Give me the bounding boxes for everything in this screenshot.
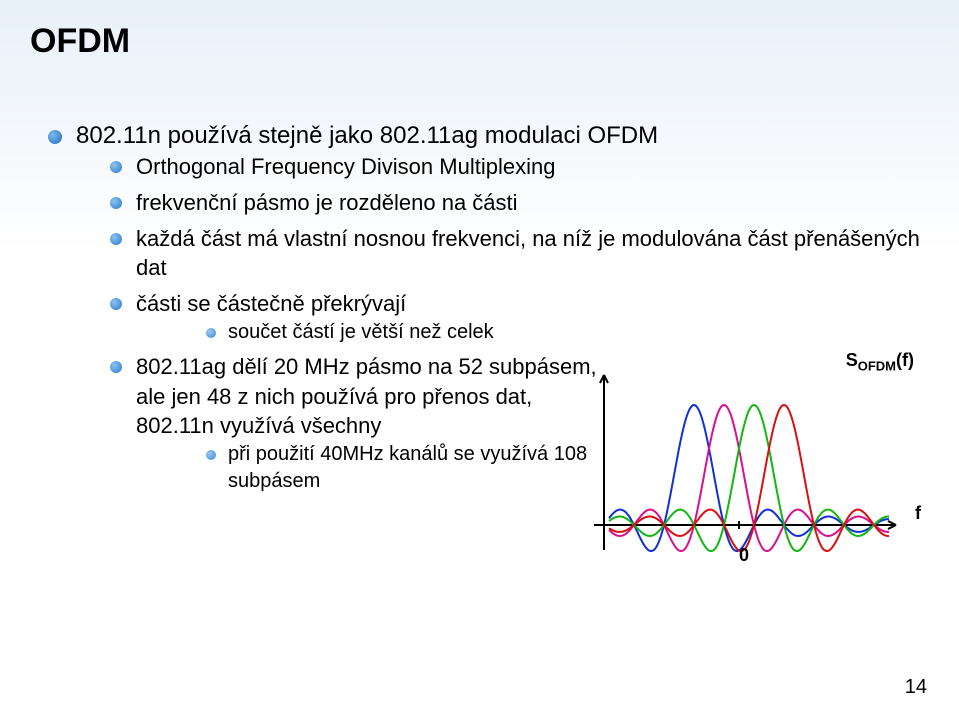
bullet-l2: každá část má vlastní nosnou frekvenci, … xyxy=(110,224,928,283)
bullet-l3: součet částí je větší než celek xyxy=(206,319,928,346)
bullet-icon xyxy=(206,328,216,338)
chart-svg xyxy=(584,355,904,565)
bullet-text: frekvenční pásmo je rozděleno na části xyxy=(136,190,518,215)
bullet-text: každá část má vlastní nosnou frekvenci, … xyxy=(136,226,920,281)
chart-y-label-arg: (f) xyxy=(896,350,914,370)
bullet-icon xyxy=(110,361,122,373)
bullet-icon xyxy=(206,450,216,460)
bullet-icon xyxy=(110,161,122,173)
bullet-text: Orthogonal Frequency Divison Multiplexin… xyxy=(136,154,555,179)
bullet-l2: 802.11ag dělí 20 MHz pásmo na 52 subpáse… xyxy=(110,352,606,495)
slide-title: OFDM xyxy=(30,22,130,61)
bullet-l2: frekvenční pásmo je rozděleno na části xyxy=(110,188,928,218)
bullet-icon xyxy=(110,298,122,310)
bullet-text: 802.11ag dělí 20 MHz pásmo na 52 subpáse… xyxy=(136,354,597,438)
page-number: 14 xyxy=(905,676,927,699)
bullet-l3: při použití 40MHz kanálů se využívá 108 … xyxy=(206,441,606,495)
chart-origin-label: 0 xyxy=(739,545,749,566)
bullet-text: části se částečně překrývají xyxy=(136,291,406,316)
chart-y-label: SOFDM(f) xyxy=(846,350,914,374)
slide: OFDM 802.11n používá stejně jako 802.11a… xyxy=(0,0,959,719)
bullet-l2: části se částečně překrývají součet část… xyxy=(110,289,928,346)
bullet-text: součet částí je větší než celek xyxy=(228,321,494,343)
bullet-icon xyxy=(48,130,62,144)
chart-x-label: f xyxy=(915,503,921,524)
bullet-icon xyxy=(110,233,122,245)
chart-y-label-sub: OFDM xyxy=(858,359,896,374)
bullet-l2: Orthogonal Frequency Divison Multiplexin… xyxy=(110,152,928,182)
ofdm-chart: SOFDM(f) f 0 xyxy=(584,355,919,580)
bullet-icon xyxy=(110,197,122,209)
bullet-text: při použití 40MHz kanálů se využívá 108 … xyxy=(228,443,587,492)
bullet-text: 802.11n používá stejně jako 802.11ag mod… xyxy=(76,122,658,149)
chart-y-label-s: S xyxy=(846,350,858,370)
